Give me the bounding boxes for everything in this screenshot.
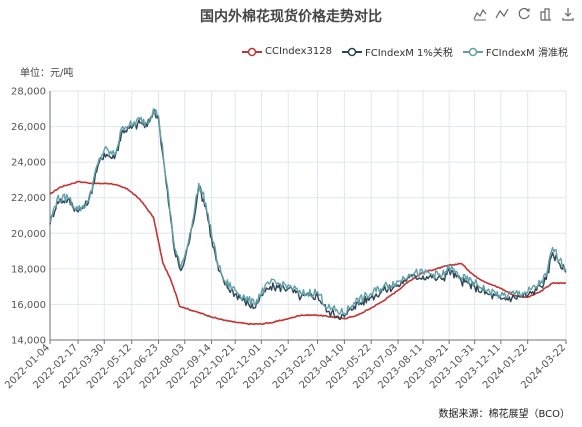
source-label: 数据来源：棉花展望（BCO） bbox=[438, 409, 570, 420]
legend-item-fcindex-1pct[interactable]: FCIndexM 1%关税 bbox=[341, 44, 453, 59]
series-line-0 bbox=[49, 180, 567, 326]
bar-switch-icon[interactable] bbox=[538, 6, 554, 22]
chart-toolbox bbox=[472, 6, 576, 22]
legend-label-fcindex-1pct: FCIndexM 1%关税 bbox=[364, 48, 453, 59]
restore-icon[interactable] bbox=[516, 6, 532, 22]
legend-item-ccindex[interactable]: CCIndex3128 bbox=[242, 44, 332, 59]
legend-swatch-fcindex-1pct bbox=[341, 47, 362, 56]
save-image-icon[interactable] bbox=[560, 6, 576, 22]
chart-title: 国内外棉花现货价格走势对比 bbox=[200, 9, 382, 25]
series-line-2 bbox=[49, 108, 567, 316]
legend-swatch-fcindex-sliding bbox=[462, 47, 483, 56]
legend-swatch-ccindex bbox=[242, 47, 263, 56]
y-tick-label: 26,000 bbox=[11, 122, 46, 133]
y-tick-label: 22,000 bbox=[11, 193, 46, 204]
legend-label-ccindex: CCIndex3128 bbox=[265, 46, 332, 57]
legend-item-fcindex-sliding[interactable]: FCIndexM 滑准税 bbox=[462, 44, 568, 59]
y-tick-label: 14,000 bbox=[11, 336, 46, 347]
y-tick-label: 20,000 bbox=[11, 229, 46, 240]
series-line-1 bbox=[49, 109, 567, 320]
unit-label: 单位：元/吨 bbox=[20, 68, 74, 79]
y-tick-label: 18,000 bbox=[11, 264, 46, 275]
y-tick-label: 28,000 bbox=[11, 87, 46, 98]
line-switch-icon[interactable] bbox=[494, 6, 510, 22]
chart-legend: CCIndex3128 FCIndexM 1%关税 FCIndexM 滑准税 bbox=[242, 44, 568, 59]
y-tick-label: 16,000 bbox=[11, 300, 46, 311]
y-tick-label: 24,000 bbox=[11, 158, 46, 169]
legend-label-fcindex-sliding: FCIndexM 滑准税 bbox=[485, 48, 568, 59]
data-view-icon[interactable] bbox=[472, 6, 488, 22]
